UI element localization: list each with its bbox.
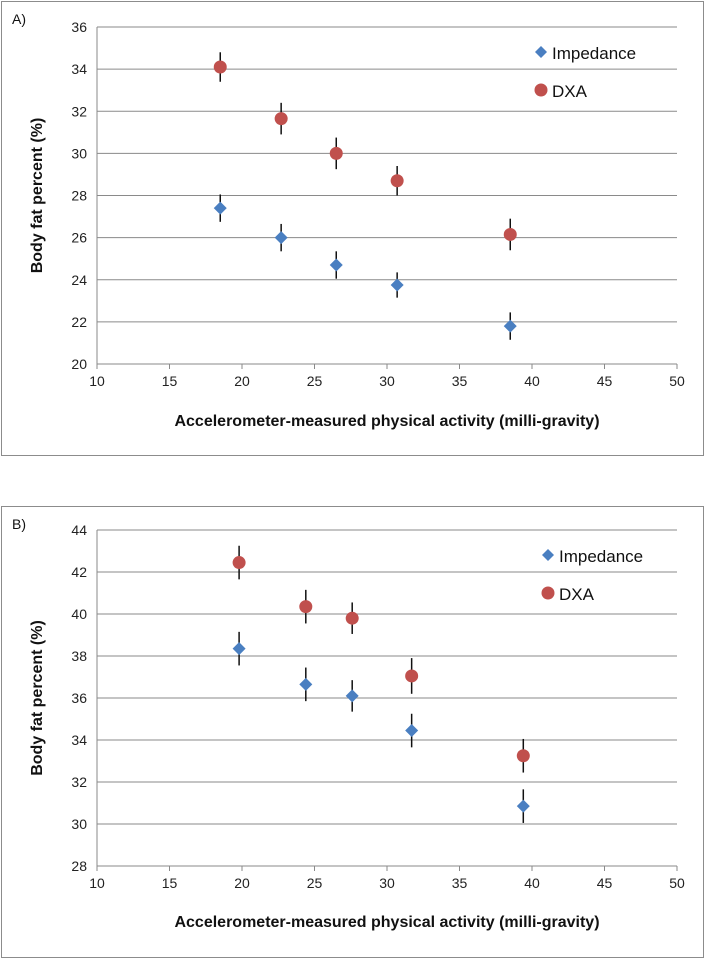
impedance-point xyxy=(274,231,288,245)
y-tick-label: 38 xyxy=(71,648,87,664)
y-tick-label: 34 xyxy=(71,732,87,748)
x-tick-label: 25 xyxy=(307,875,323,891)
dxa-point xyxy=(345,611,359,625)
x-tick-label: 25 xyxy=(307,373,323,389)
y-tick-label: 20 xyxy=(71,356,87,372)
x-tick-label: 35 xyxy=(452,373,468,389)
x-tick-label: 40 xyxy=(524,875,540,891)
y-tick-label: 44 xyxy=(71,522,87,538)
legend-label-impedance: Impedance xyxy=(552,44,636,63)
x-tick-label: 30 xyxy=(379,875,395,891)
impedance-point xyxy=(232,642,246,656)
chart-a-svg: A) 20 22 24 26 28 30 32 34 36 10 15 20 25 30 35 40 45 50 Ac… xyxy=(12,11,685,430)
dxa-point xyxy=(274,112,288,126)
y-tick-label: 36 xyxy=(71,690,87,706)
dxa-point xyxy=(516,749,530,763)
y-tick-label: 32 xyxy=(71,103,87,119)
dxa-point xyxy=(405,669,419,683)
impedance-point xyxy=(390,278,404,292)
legend-impedance-marker xyxy=(542,549,554,561)
y-tick-label: 28 xyxy=(71,188,87,204)
y-tick-label: 40 xyxy=(71,606,87,622)
impedance-point xyxy=(299,677,313,691)
x-axis-title: Accelerometer-measured physical activity… xyxy=(174,413,599,430)
impedance-point xyxy=(503,319,517,333)
legend-impedance-marker xyxy=(535,46,547,58)
legend-dxa-marker xyxy=(541,586,555,600)
dxa-point xyxy=(232,556,246,570)
dxa-point xyxy=(299,600,313,614)
impedance-point xyxy=(213,201,227,215)
legend-dxa-marker xyxy=(534,83,548,97)
y-tick-label: 42 xyxy=(71,564,87,580)
y-tick-label: 28 xyxy=(71,858,87,874)
y-tick-label: 24 xyxy=(71,272,87,288)
chart-panel-b: B) 28 30 32 34 36 38 40 42 44 10 15 20 25 30 35 40 45 50 Ac… xyxy=(1,506,704,958)
y-tick-label: 22 xyxy=(71,314,87,330)
dxa-point xyxy=(390,174,404,188)
y-tick-label: 34 xyxy=(71,61,87,77)
y-tick-label: 26 xyxy=(71,230,87,246)
y-tick-label: 30 xyxy=(71,145,87,161)
y-tick-label: 30 xyxy=(71,816,87,832)
impedance-point xyxy=(329,258,343,272)
impedance-point xyxy=(345,689,359,703)
x-tick-label: 50 xyxy=(669,875,685,891)
x-tick-label: 45 xyxy=(597,373,613,389)
impedance-point xyxy=(516,799,530,813)
legend-label-dxa: DXA xyxy=(552,82,588,101)
x-tick-label: 10 xyxy=(89,875,105,891)
x-tick-label: 10 xyxy=(89,373,105,389)
x-tick-label: 45 xyxy=(597,875,613,891)
y-axis-title: Body fat percent (%) xyxy=(29,620,46,776)
legend-label-dxa: DXA xyxy=(559,585,595,604)
dxa-point xyxy=(503,227,517,241)
x-axis-title: Accelerometer-measured physical activity… xyxy=(174,914,599,931)
dxa-point xyxy=(329,146,343,160)
x-tick-label: 15 xyxy=(162,875,178,891)
legend-label-impedance: Impedance xyxy=(559,547,643,566)
panel-label: A) xyxy=(12,11,26,27)
x-tick-label: 50 xyxy=(669,373,685,389)
x-tick-label: 35 xyxy=(452,875,468,891)
dxa-point xyxy=(213,60,227,74)
x-tick-label: 20 xyxy=(234,875,250,891)
impedance-point xyxy=(405,724,419,738)
y-axis-title: Body fat percent (%) xyxy=(29,118,46,274)
x-tick-label: 15 xyxy=(162,373,178,389)
panel-label: B) xyxy=(12,516,26,532)
chart-panel-a: A) 20 22 24 26 28 30 32 34 36 10 15 20 25 30 35 40 45 50 Ac… xyxy=(1,1,704,456)
x-tick-label: 40 xyxy=(524,373,540,389)
x-tick-label: 30 xyxy=(379,373,395,389)
y-tick-label: 36 xyxy=(71,19,87,35)
chart-b-svg: B) 28 30 32 34 36 38 40 42 44 10 15 20 25 30 35 40 45 50 Ac… xyxy=(12,516,685,931)
x-tick-label: 20 xyxy=(234,373,250,389)
y-tick-label: 32 xyxy=(71,774,87,790)
